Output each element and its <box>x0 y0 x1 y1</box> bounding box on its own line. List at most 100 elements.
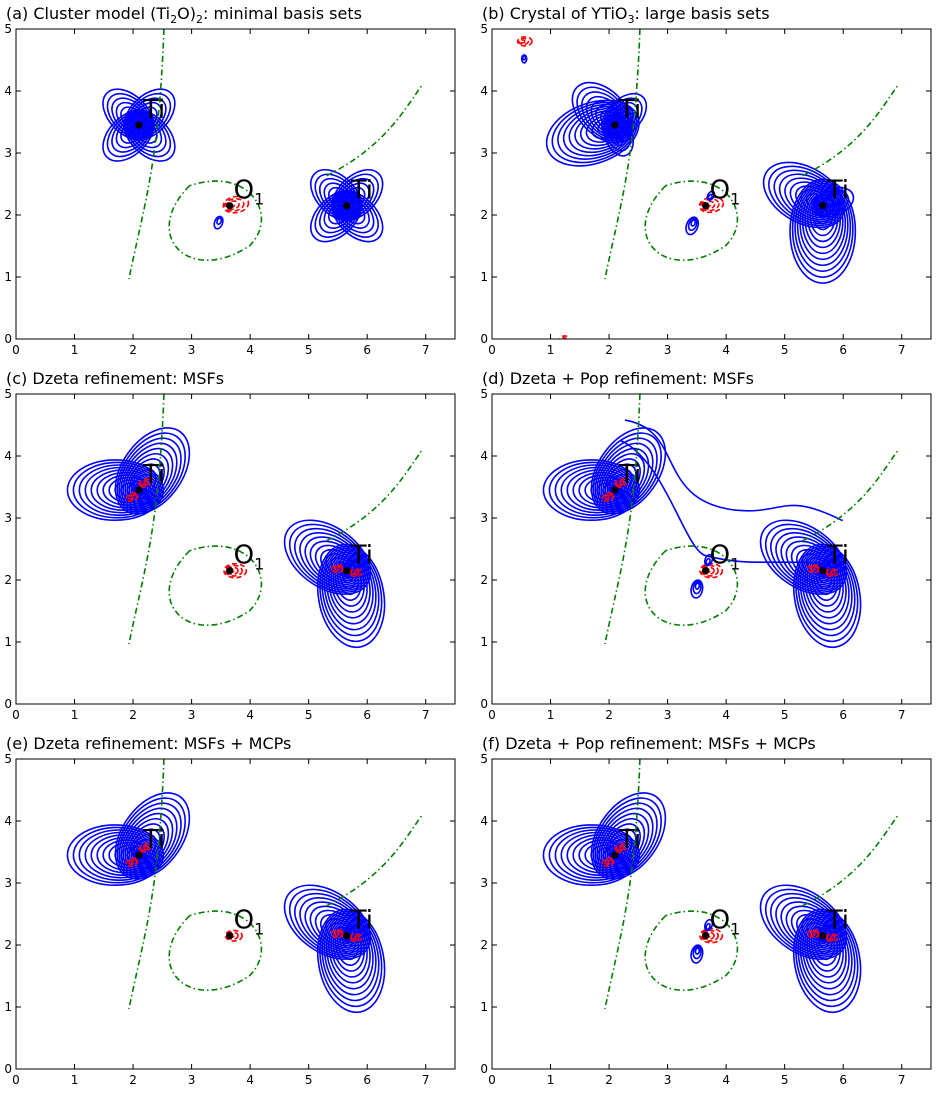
negative-contour <box>809 565 820 573</box>
negative-contour <box>812 566 819 571</box>
x-tick-label: 4 <box>722 343 730 357</box>
contour-line <box>797 912 856 1002</box>
contour-line <box>610 120 622 137</box>
contour-line <box>338 197 366 225</box>
x-tick-label: 1 <box>547 1073 555 1087</box>
x-tick-label: 5 <box>305 1073 313 1087</box>
contour-line <box>330 555 368 613</box>
plot-frame <box>15 393 456 705</box>
contour-line <box>332 173 379 220</box>
negative-contour <box>125 492 139 502</box>
title-text: (b) Crystal of YTiO <box>482 4 628 23</box>
contour-line <box>323 549 377 631</box>
contour-line <box>90 834 156 876</box>
contour-line <box>332 557 365 607</box>
y-tick-label: 5 <box>480 387 488 401</box>
y-tick-label: 0 <box>4 1062 12 1076</box>
x-tick-label: 2 <box>129 1073 137 1087</box>
contour-line <box>566 834 632 876</box>
zero-contour <box>326 815 423 907</box>
title-text: (c) Dzeta refinement: MSFs <box>6 369 225 388</box>
negative-contour <box>131 494 137 499</box>
contour-line <box>572 836 630 874</box>
contour-line <box>78 829 161 882</box>
contour-line <box>797 547 856 637</box>
x-tick-label: 0 <box>12 1073 20 1087</box>
contour-line <box>125 111 172 158</box>
contour-line <box>692 580 702 595</box>
y-tick-label: 4 <box>480 84 488 98</box>
negative-contour <box>616 481 622 486</box>
negative-contour <box>826 570 833 575</box>
negative-contour <box>601 857 615 867</box>
x-tick-label: 6 <box>839 708 847 722</box>
contour-line <box>801 188 844 255</box>
contour-line <box>705 557 711 565</box>
x-tick-label: 6 <box>839 343 847 357</box>
contour-line <box>804 918 847 984</box>
negative-contour <box>140 481 146 486</box>
panel-title: (e) Dzeta refinement: MSFs + MCPs <box>6 734 291 753</box>
contour-line <box>325 551 374 625</box>
contour-line <box>808 557 841 607</box>
contour-line <box>213 215 224 230</box>
panel-title: (a) Cluster model (Ti2O)2: minimal basis… <box>6 4 362 26</box>
x-tick-label: 0 <box>12 708 20 722</box>
contour-line <box>314 173 361 220</box>
x-tick-label: 1 <box>71 708 79 722</box>
negative-contour <box>128 493 138 501</box>
title-subscript: 2 <box>170 13 178 27</box>
atom-marker <box>343 567 351 575</box>
contour-line <box>341 926 362 942</box>
negative-contour <box>350 935 357 940</box>
atom-label: Ti <box>826 176 849 206</box>
contour-line <box>791 180 854 278</box>
zero-contour <box>128 29 165 280</box>
y-tick-label: 2 <box>4 573 12 587</box>
x-tick-label: 7 <box>422 708 430 722</box>
contour-line <box>764 888 846 958</box>
x-tick-label: 4 <box>246 708 254 722</box>
negative-contour <box>698 196 725 214</box>
contour-line <box>96 836 154 874</box>
contour-line <box>123 109 176 162</box>
contour-line <box>542 824 641 887</box>
atom-marker <box>819 932 827 940</box>
contour-line <box>118 802 182 876</box>
zero-contour <box>604 394 641 645</box>
contour-line <box>332 191 379 238</box>
x-tick-label: 7 <box>898 343 906 357</box>
contour-line <box>817 926 838 942</box>
atom-marker <box>702 567 710 575</box>
contour-line <box>66 459 165 522</box>
atom-label: O1 <box>234 906 265 939</box>
contour-line <box>102 839 152 871</box>
contour-plot: Ti O1 Ti 0 1 2 3 4 5 6 7 0 1 2 3 4 5 <box>4 22 456 357</box>
negative-contour <box>615 844 625 852</box>
y-tick-label: 0 <box>4 332 12 346</box>
negative-contour <box>139 479 149 487</box>
plot-frame <box>491 758 932 1070</box>
x-tick-label: 4 <box>246 343 254 357</box>
contour-line <box>801 916 850 990</box>
y-tick-label: 3 <box>480 146 488 160</box>
contour-line <box>603 113 635 157</box>
x-tick-label: 0 <box>488 708 496 722</box>
negative-contour <box>224 564 243 577</box>
plot-frame <box>491 28 932 340</box>
y-tick-label: 0 <box>480 332 488 346</box>
x-tick-label: 1 <box>547 708 555 722</box>
x-tick-label: 3 <box>188 1073 196 1087</box>
contour-line <box>687 217 698 232</box>
contour-line <box>125 92 172 139</box>
zero-contour <box>644 910 738 992</box>
contour-line <box>108 841 150 869</box>
y-tick-label: 4 <box>480 814 488 828</box>
contour-line <box>288 888 370 958</box>
zero-contour <box>168 180 262 262</box>
y-tick-label: 2 <box>480 938 488 952</box>
contour-line <box>288 523 370 593</box>
contour-line <box>216 217 223 226</box>
contour-line <box>129 840 145 861</box>
panel-title: (c) Dzeta refinement: MSFs <box>6 369 224 388</box>
